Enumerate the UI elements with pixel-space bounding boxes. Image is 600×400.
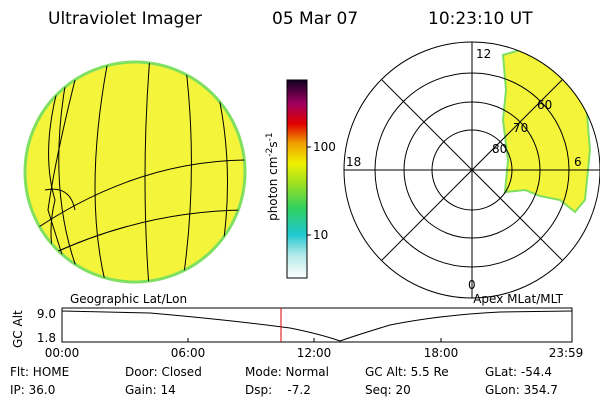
x-tick-label: 06:00 bbox=[171, 346, 206, 360]
status-field: GC Alt: 5.5 Re bbox=[365, 365, 449, 379]
status-field: IP: 36.0 bbox=[10, 383, 55, 397]
x-tick-label: 23:59 bbox=[549, 346, 584, 360]
ring-label: 70 bbox=[513, 121, 528, 135]
status-field: Dsp: -7.2 bbox=[245, 383, 311, 397]
projection-label: Apex MLat/MLT bbox=[473, 292, 563, 306]
y-tick-label: 1.8 bbox=[37, 331, 56, 345]
status-field: Door: Closed bbox=[125, 365, 202, 379]
status-field: GLat: -54.4 bbox=[485, 365, 552, 379]
y-axis-label: GC Alt bbox=[11, 310, 25, 348]
altitude-plot bbox=[61, 307, 573, 343]
status-field: Mode: Normal bbox=[245, 365, 329, 379]
clock-label: 6 bbox=[574, 155, 582, 169]
clock-label: 18 bbox=[346, 155, 361, 169]
unit-text: photon cm bbox=[266, 157, 280, 221]
polar-plot bbox=[343, 41, 600, 299]
x-tick-label: 18:00 bbox=[424, 346, 459, 360]
status-field: Seq: 20 bbox=[365, 383, 411, 397]
x-tick-label: 00:00 bbox=[45, 346, 80, 360]
colorbar-unit: photon cm-2s-1 bbox=[261, 121, 280, 240]
colorbar-label: 100 bbox=[313, 140, 336, 154]
ring-label: 80 bbox=[492, 142, 507, 156]
clock-label: 0 bbox=[468, 278, 476, 292]
time: 10:23:10 UT bbox=[428, 9, 533, 29]
title: Ultraviolet Imager bbox=[48, 9, 202, 29]
date: 05 Mar 07 bbox=[272, 9, 358, 29]
x-tick-label: 12:00 bbox=[297, 346, 332, 360]
ring-label: 60 bbox=[537, 98, 552, 112]
status-field: Gain: 14 bbox=[125, 383, 176, 397]
colorbar-label: 10 bbox=[313, 228, 328, 242]
unit-exp: -2 bbox=[265, 148, 275, 157]
projection-label: Geographic Lat/Lon bbox=[70, 292, 187, 306]
status-panel: Flt: HOME Door: Closed Mode: Normal GC Alt:… bbox=[10, 365, 558, 397]
colorbar bbox=[286, 79, 308, 279]
unit-text: s bbox=[266, 141, 280, 147]
status-field: GLon: 354.7 bbox=[485, 383, 558, 397]
unit-exp: -1 bbox=[265, 132, 275, 141]
y-tick-label: 9.0 bbox=[37, 307, 56, 321]
clock-label: 12 bbox=[476, 47, 491, 61]
status-field: Flt: HOME bbox=[10, 365, 69, 379]
